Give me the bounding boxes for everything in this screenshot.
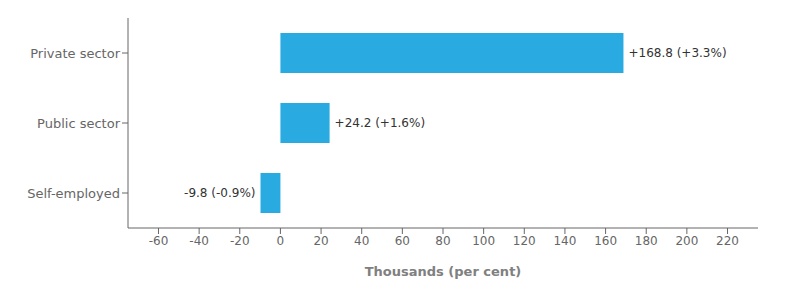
svg-text:Private sector: Private sector [30, 46, 120, 61]
svg-text:Public sector: Public sector [37, 116, 121, 131]
svg-text:200: 200 [675, 234, 698, 248]
svg-text:+168.8 (+3.3%): +168.8 (+3.3%) [628, 46, 726, 60]
svg-text:40: 40 [354, 234, 369, 248]
svg-text:140: 140 [553, 234, 576, 248]
svg-text:Self-employed: Self-employed [27, 186, 120, 201]
svg-text:60: 60 [395, 234, 410, 248]
svg-text:+24.2 (+1.6%): +24.2 (+1.6%) [335, 116, 426, 130]
svg-text:-40: -40 [189, 234, 209, 248]
svg-text:100: 100 [472, 234, 495, 248]
svg-text:-20: -20 [230, 234, 250, 248]
svg-text:120: 120 [513, 234, 536, 248]
svg-text:220: 220 [716, 234, 739, 248]
svg-text:-9.8 (-0.9%): -9.8 (-0.9%) [184, 186, 255, 200]
svg-text:0: 0 [277, 234, 285, 248]
svg-text:Thousands (per cent): Thousands (per cent) [365, 264, 522, 279]
svg-text:160: 160 [594, 234, 617, 248]
svg-text:20: 20 [313, 234, 328, 248]
svg-text:-60: -60 [149, 234, 169, 248]
svg-text:80: 80 [435, 234, 450, 248]
svg-text:180: 180 [635, 234, 658, 248]
